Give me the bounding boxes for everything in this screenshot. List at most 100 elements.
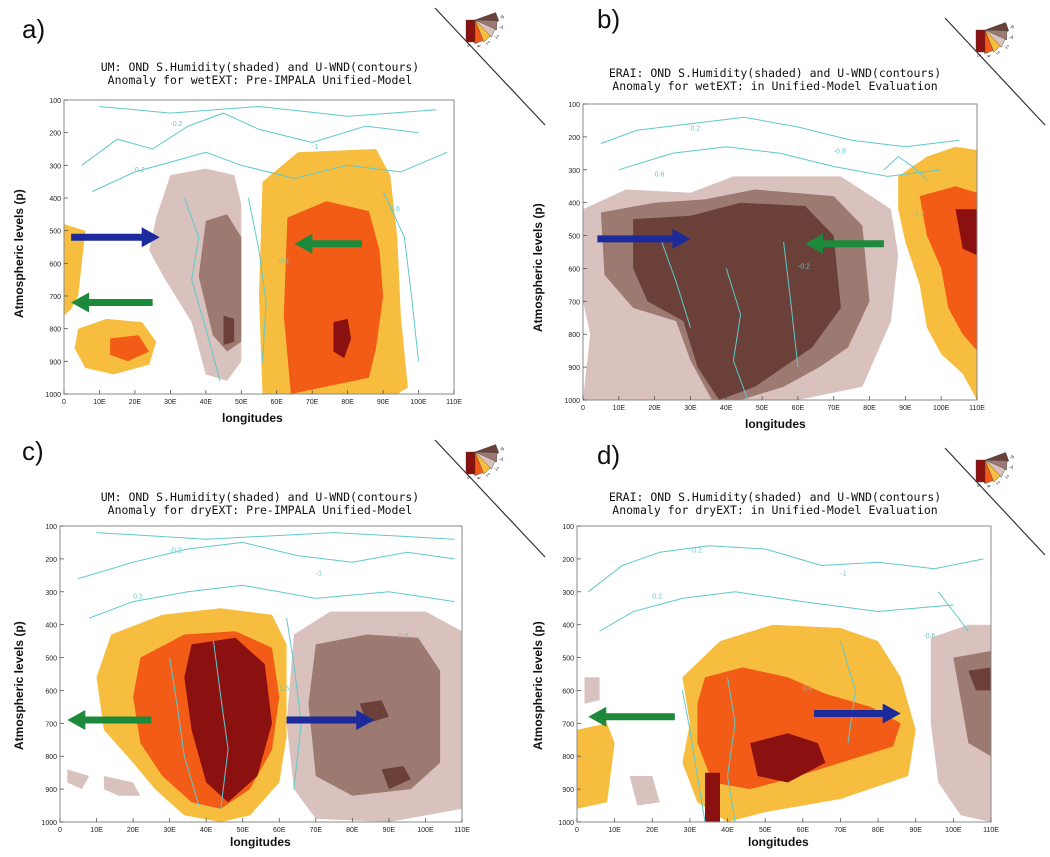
- contour-label: 1.6: [279, 685, 289, 692]
- panel-a-title-line2: Anomaly for wetEXT: Pre-IMPALA Unified-M…: [107, 73, 413, 87]
- contour-label: -1: [840, 570, 846, 577]
- blue-arrow: [814, 703, 901, 724]
- svg-text:4: 4: [985, 54, 992, 59]
- svg-text:-2: -2: [1003, 43, 1010, 50]
- y-tick-label: 300: [45, 590, 57, 597]
- wind-contour-line: [726, 677, 736, 823]
- contour-label: -1.2: [913, 211, 925, 218]
- y-tick-label: 600: [568, 266, 580, 273]
- shaded-region-orange-light: [577, 723, 615, 809]
- green-arrow: [71, 292, 153, 313]
- y-tick-label: 900: [562, 787, 574, 794]
- x-tick-label: 60E: [792, 405, 805, 412]
- y-tick-label: 500: [49, 229, 61, 236]
- svg-text:-6: -6: [1009, 24, 1015, 31]
- x-tick-label: 100E: [945, 827, 962, 834]
- panel-b-plot: 0.2 -0.8 0.6 -0.2 -1.2 0 10E 20E 30E 40E 50E 60E 70E…: [564, 102, 985, 412]
- panel-a-title: UM: OND S.Humidity(shaded) and U-WND(con…: [70, 61, 450, 87]
- y-tick-label: 300: [562, 590, 574, 597]
- x-tick-label: 50E: [236, 827, 249, 834]
- shaded-region-orange-light: [64, 224, 86, 316]
- svg-text:-4: -4: [499, 457, 504, 463]
- legend-swatch: 6: [465, 451, 476, 479]
- shaded-region-brown-light: [584, 677, 600, 704]
- x-tick-label: 20E: [648, 405, 661, 412]
- panel-d-xlabel: longitudes: [748, 835, 809, 849]
- legend-swatch: 6: [975, 29, 986, 57]
- x-tick-label: 100E: [933, 405, 950, 412]
- x-tick-label: 70E: [306, 399, 319, 406]
- x-tick-label: 70E: [834, 827, 847, 834]
- blue-arrow: [286, 710, 375, 731]
- svg-text:-4: -4: [499, 25, 504, 31]
- x-tick-label: 60E: [797, 827, 810, 834]
- legend-divider-line: [434, 439, 546, 558]
- y-tick-label: 700: [568, 299, 580, 306]
- x-tick-label: 40E: [720, 405, 733, 412]
- green-arrow: [588, 706, 675, 727]
- wind-contour-line: [184, 197, 221, 382]
- panel-a-title-line1: UM: OND S.Humidity(shaded) and U-WND(con…: [100, 60, 420, 74]
- svg-text:2: 2: [994, 50, 1000, 56]
- panel-c-ylabel: Atmospheric levels (p): [12, 621, 26, 750]
- y-tick-label: 1000: [42, 820, 57, 827]
- x-tick-label: 10E: [608, 827, 621, 834]
- x-tick-label: 90E: [909, 827, 922, 834]
- x-tick-label: 40E: [200, 827, 213, 834]
- svg-text:-6: -6: [499, 446, 505, 453]
- panel-c-title-line2: Anomaly for dryEXT: Pre-IMPALA Unified-M…: [107, 503, 413, 517]
- x-tick-label: 100E: [410, 399, 427, 406]
- svg-text:4: 4: [475, 44, 482, 49]
- wind-contour-line: [599, 591, 954, 632]
- x-tick-label: 100E: [417, 827, 434, 834]
- contour-label: -1: [312, 144, 318, 151]
- x-tick-label: 30E: [684, 405, 697, 412]
- svg-text:-2: -2: [493, 33, 500, 40]
- legend-divider-line: [944, 447, 1046, 556]
- shaded-region-brown-light: [67, 769, 90, 790]
- y-tick-label: 200: [45, 557, 57, 564]
- y-tick-label: 200: [49, 131, 61, 138]
- x-tick-label: 0: [581, 405, 585, 412]
- wind-contour-line: [81, 112, 419, 166]
- shaded-region-brown-dark: [968, 667, 991, 691]
- contour-label: 0.2: [652, 593, 662, 600]
- wind-contour-line: [78, 541, 455, 580]
- legend-swatch: 6: [465, 19, 476, 47]
- x-tick-label: 50E: [759, 827, 772, 834]
- panel-c-title: UM: OND S.Humidity(shaded) and U-WND(con…: [70, 491, 450, 517]
- x-tick-label: 80E: [341, 399, 354, 406]
- y-tick-label: 1000: [45, 392, 61, 399]
- blue-arrow: [71, 227, 160, 248]
- green-arrow: [805, 233, 884, 254]
- x-tick-label: 30E: [684, 827, 697, 834]
- y-tick-label: 100: [568, 102, 580, 109]
- panel-letter-c: c): [22, 436, 44, 466]
- contour-label: 0.2: [133, 593, 143, 600]
- x-tick-label: 50E: [756, 405, 769, 412]
- wind-contour-line: [89, 584, 455, 619]
- panel-a-legend: -6 -4 -224 6: [434, 7, 546, 126]
- green-arrow: [294, 233, 362, 254]
- panel-a-ylabel: Atmospheric levels (p): [12, 189, 26, 318]
- svg-text:2: 2: [484, 472, 490, 478]
- wind-contour-line: [661, 241, 691, 328]
- y-tick-label: 200: [562, 557, 574, 564]
- svg-text:4: 4: [475, 476, 482, 481]
- shaded-region-red-dark: [955, 209, 977, 256]
- svg-text:-6: -6: [499, 14, 505, 21]
- wind-contour-line: [247, 197, 267, 362]
- panel-c-title-line1: UM: OND S.Humidity(shaded) and U-WND(con…: [100, 490, 420, 504]
- y-tick-label: 600: [562, 688, 574, 695]
- y-tick-label: 800: [49, 327, 61, 334]
- y-tick-label: 300: [568, 168, 580, 175]
- x-tick-label: 0: [62, 399, 66, 406]
- panel-b-title-line2: Anomaly for wetEXT: in Unified-Model Eva…: [612, 79, 938, 93]
- panel-b-title: ERAI: OND S.Humidity(shaded) and U-WND(c…: [585, 67, 965, 93]
- svg-text:6: 6: [975, 54, 981, 57]
- contour-label: 0.2: [135, 167, 145, 174]
- x-tick-label: 70E: [310, 827, 323, 834]
- plot-frame: [576, 525, 992, 823]
- x-tick-label: 10E: [613, 405, 626, 412]
- svg-text:4: 4: [985, 484, 992, 489]
